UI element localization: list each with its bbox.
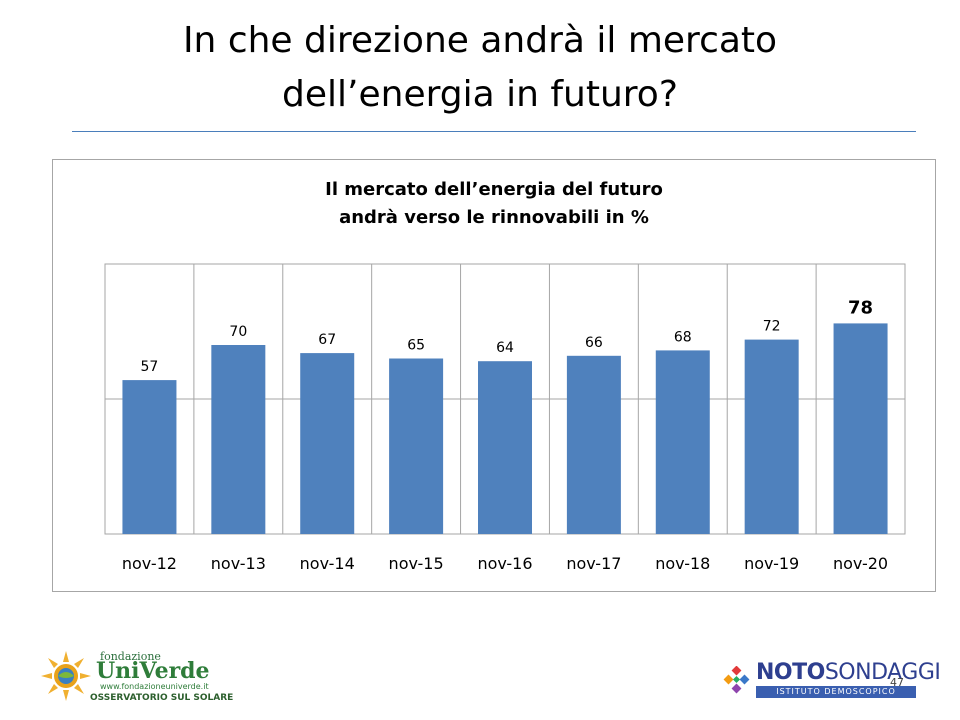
bar: [300, 353, 355, 534]
x-tick-label: nov-14: [300, 554, 355, 573]
data-label: 70: [229, 324, 247, 340]
noto-wordmark: NOTOSONDAGGI: [756, 660, 941, 686]
noto-subtitle: ISTITUTO DEMOSCOPICO: [756, 686, 916, 698]
univerde-tagline: OSSERVATORIO SUL SOLARE: [90, 693, 234, 703]
bar: [478, 361, 532, 534]
noto-light: SONDAGGI: [824, 660, 941, 685]
univerde-fondazione: fondazione: [100, 650, 161, 663]
x-tick-label: nov-19: [744, 554, 799, 573]
bar: [744, 339, 799, 534]
x-tick-label: nov-20: [833, 554, 888, 573]
data-label: 66: [585, 335, 603, 351]
bar: [833, 323, 888, 534]
slide-title-line-2: dell’energia in futuro?: [282, 74, 678, 115]
x-tick-label: nov-15: [389, 554, 444, 573]
bar: [211, 345, 266, 534]
x-tick-label: nov-13: [211, 554, 266, 573]
univerde-name: UniVerde: [96, 658, 210, 684]
data-label: 64: [496, 340, 514, 356]
univerde-url: www.fondazioneuniverde.it: [100, 682, 209, 691]
x-tick-label: nov-18: [655, 554, 710, 573]
data-label: 72: [763, 319, 781, 335]
chart-title-line-2: andrà verso le rinnovabili in %: [339, 207, 649, 228]
noto-sondaggi-logo: NOTOSONDAGGI ISTITUTO DEMOSCOPICO: [722, 660, 941, 700]
x-tick-label: nov-17: [566, 554, 621, 573]
slide-title: In che direzione andrà il mercato dell’e…: [0, 14, 960, 122]
bar: [122, 380, 177, 534]
data-label: 78: [848, 297, 873, 318]
x-tick-label: nov-16: [477, 554, 532, 573]
data-label: 65: [407, 338, 425, 354]
bar: [389, 358, 444, 534]
bar: [655, 350, 710, 534]
univerde-logo: fondazione UniVerde www.fondazioneuniver…: [40, 646, 233, 706]
noto-bold: NOTO: [756, 660, 825, 685]
x-tick-label: nov-12: [122, 554, 177, 573]
chart-title: Il mercato dell’energia del futuro andrà…: [52, 176, 936, 232]
noto-diamond-icon: [723, 666, 750, 694]
slide-title-line-1: In che direzione andrà il mercato: [182, 20, 778, 61]
bar: [566, 355, 621, 534]
data-label: 68: [674, 329, 692, 345]
sun-logo-icon: [41, 651, 91, 701]
title-divider: [72, 131, 916, 132]
data-label: 57: [141, 359, 159, 375]
page-number: 47: [890, 676, 904, 689]
chart-title-line-1: Il mercato dell’energia del futuro: [325, 179, 663, 200]
data-label: 67: [318, 332, 336, 348]
